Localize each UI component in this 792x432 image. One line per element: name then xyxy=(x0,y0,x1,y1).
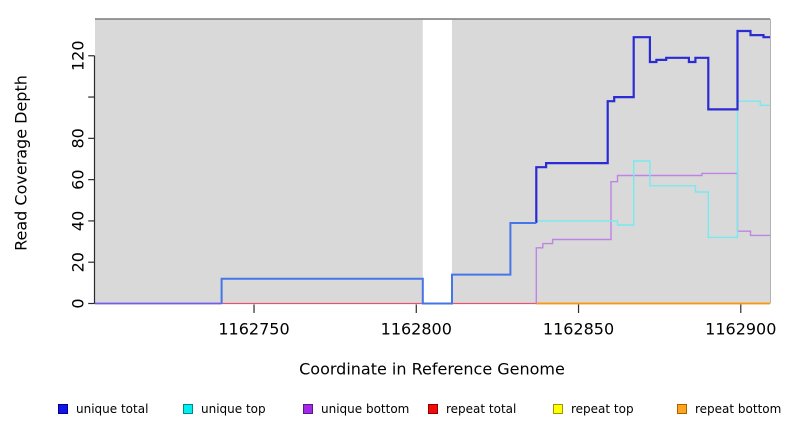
plot-border xyxy=(95,18,771,304)
legend-label: repeat top xyxy=(571,402,634,416)
legend: unique total unique top unique bottom repea… xyxy=(0,399,792,421)
x-tick-label: 1162900 xyxy=(705,320,776,339)
x-tick-label: 1162850 xyxy=(543,320,614,339)
legend-swatch-icon xyxy=(553,404,563,414)
series-lines xyxy=(95,29,770,305)
y-tick-label: 120 xyxy=(69,40,88,71)
legend-item: unique total xyxy=(58,399,148,419)
unique-total-top-overlap-line xyxy=(220,222,537,305)
legend-label: repeat total xyxy=(446,402,517,416)
legend-label: unique bottom xyxy=(321,402,410,416)
legend-label: unique total xyxy=(76,402,149,416)
x-axis: 1162750 1162800 1162850 1162900 xyxy=(218,304,776,339)
y-tick-label: 0 xyxy=(69,298,88,308)
y-tick-label: 60 xyxy=(69,169,88,189)
unique-top-line xyxy=(536,100,770,239)
x-axis-title: Coordinate in Reference Genome xyxy=(299,359,565,379)
legend-label: repeat bottom xyxy=(695,402,782,416)
y-axis: 0 20 40 60 80 120 xyxy=(69,40,96,309)
unique-bottom-line xyxy=(535,172,770,304)
legend-label: unique top xyxy=(201,402,266,416)
legend-swatch-icon xyxy=(183,404,193,414)
x-tick-label: 1162800 xyxy=(381,320,452,339)
x-tick-label: 1162750 xyxy=(218,320,289,339)
unique-total-line xyxy=(535,29,770,223)
y-tick-label: 80 xyxy=(69,128,88,148)
masked-region-stripe xyxy=(422,19,452,304)
y-tick-label: 40 xyxy=(69,211,88,231)
legend-swatch-icon xyxy=(428,404,438,414)
plot-canvas: 1162750 1162800 1162850 1162900 0 20 40 60 80 12… xyxy=(69,18,776,339)
legend-item: repeat top xyxy=(553,399,634,419)
legend-item: unique bottom xyxy=(303,399,409,419)
y-axis-title: Read Coverage Depth xyxy=(11,75,31,251)
legend-item: repeat bottom xyxy=(677,399,781,419)
legend-item: unique top xyxy=(183,399,266,419)
legend-swatch-icon xyxy=(303,404,313,414)
legend-swatch-icon xyxy=(677,404,687,414)
y-tick-label: 20 xyxy=(69,252,88,272)
legend-item: repeat total xyxy=(428,399,516,419)
legend-swatch-icon xyxy=(58,404,68,414)
